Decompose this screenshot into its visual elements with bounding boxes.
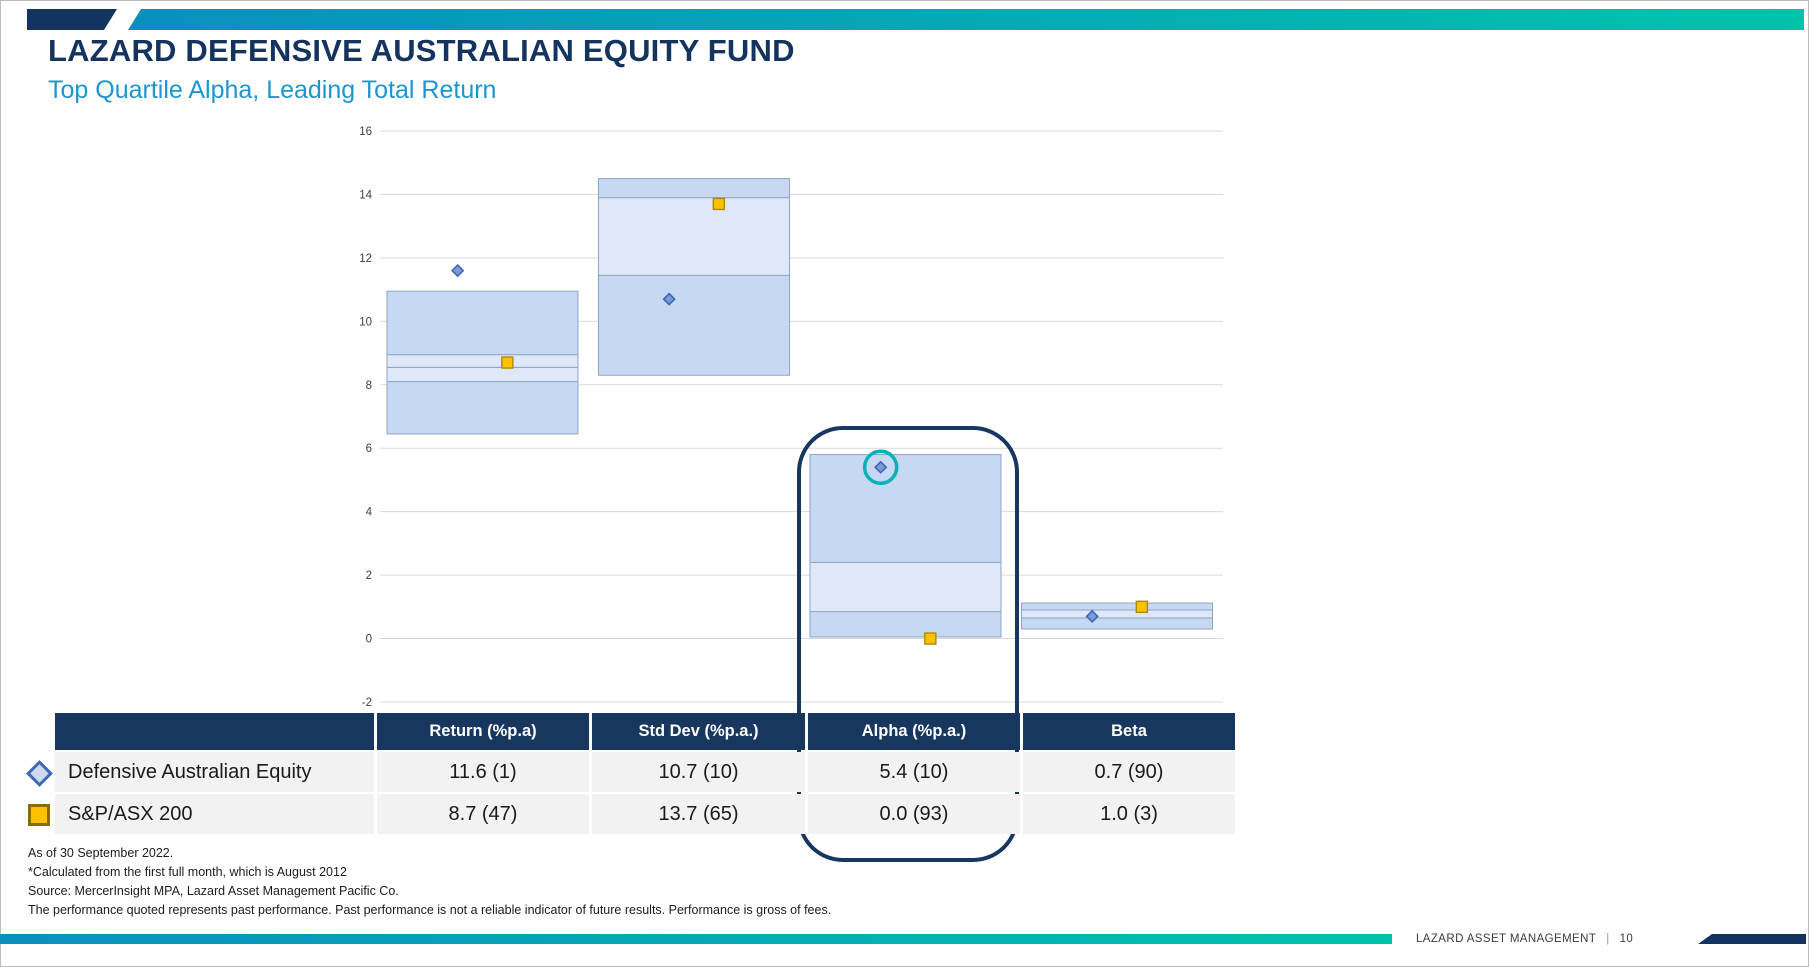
svg-text:14: 14 [359,189,372,201]
table-header-metric [55,713,374,750]
svg-text:10: 10 [359,316,372,328]
svg-text:-2: -2 [362,697,372,709]
footnote-source: Source: MercerInsight MPA, Lazard Asset … [28,884,399,898]
table-header-stddev: Std Dev (%p.a.) [592,713,805,750]
svg-text:6: 6 [366,443,372,455]
table-cell-fund-stddev: 10.7 (10) [592,752,805,792]
svg-text:4: 4 [366,507,373,519]
table-row-fund-name: Defensive Australian Equity [55,752,374,792]
table-row-benchmark-name: S&P/ASX 200 [55,794,374,834]
quartile-bar-chart: 16 14 12 10 8 6 4 2 0 -2 [359,126,1223,709]
svg-text:12: 12 [359,253,372,265]
table-cell-benchmark-return: 8.7 (47) [377,794,589,834]
table-cell-benchmark-stddev: 13.7 (65) [592,794,805,834]
footnotes: As of 30 September 2022. *Calculated fro… [28,845,831,921]
stats-table: Return (%p.a) Std Dev (%p.a.) Alpha (%p.… [55,713,1235,834]
footer: LAZARD ASSET MANAGEMENT | 10 [1416,930,1633,948]
brand-mark-navy-bottom [1698,934,1806,944]
table-header-return: Return (%p.a) [377,713,589,750]
table-cell-fund-return: 11.6 (1) [377,752,589,792]
footnote-calculated: *Calculated from the first full month, w… [28,865,347,879]
diamond-icon [26,760,53,787]
page-title: LAZARD DEFENSIVE AUSTRALIAN EQUITY FUND [48,33,795,68]
table-cell-fund-beta: 0.7 (90) [1023,752,1235,792]
square-icon [28,804,50,826]
svg-text:2: 2 [366,570,372,582]
svg-text:8: 8 [366,380,372,392]
accent-bar-bottom [0,934,1392,944]
table-cell-benchmark-beta: 1.0 (3) [1023,794,1235,834]
svg-text:0: 0 [366,634,372,646]
footnote-as-of: As of 30 September 2022. [28,846,174,860]
footer-separator: | [1606,933,1610,945]
table-header-beta: Beta [1023,713,1235,750]
table-cell-benchmark-alpha: 0.0 (93) [808,794,1020,834]
page-subtitle: Top Quartile Alpha, Leading Total Return [48,76,497,104]
footnote-disclaimer: The performance quoted represents past p… [28,903,832,917]
footer-brand: LAZARD ASSET MANAGEMENT [1416,933,1597,945]
table-header-alpha: Alpha (%p.a.) [808,713,1020,750]
footer-page-number: 10 [1619,933,1634,945]
brand-mark-navy [27,9,117,30]
accent-bar-top [128,9,1804,30]
svg-text:16: 16 [359,126,372,138]
table-cell-fund-alpha: 5.4 (10) [808,752,1020,792]
